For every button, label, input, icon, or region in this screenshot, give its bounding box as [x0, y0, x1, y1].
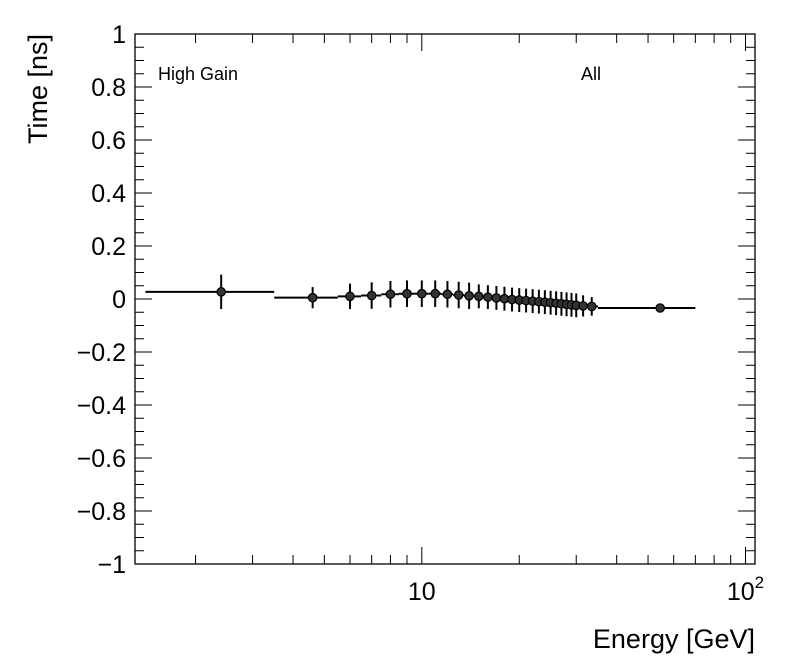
data-point [398, 280, 415, 307]
marker [483, 292, 493, 302]
data-point [586, 297, 598, 316]
data-point [337, 283, 362, 310]
data-point [463, 282, 475, 310]
y-tick-label: −0.8 [77, 498, 126, 526]
y-tick-label: −1 [97, 551, 126, 579]
data-point [453, 281, 464, 309]
axis-ticks [135, 33, 755, 565]
marker [464, 291, 474, 301]
x-tick-label: 10 [408, 578, 436, 606]
y-tick-label: 0 [112, 286, 126, 314]
y-tick-label: −0.4 [77, 392, 126, 420]
marker [402, 288, 412, 299]
data-point [597, 303, 696, 313]
x-tick-label-base: 10 [408, 578, 436, 606]
marker [216, 287, 226, 297]
data-point [507, 287, 517, 312]
x-tick-label-base: 10 [727, 578, 755, 606]
marker [453, 290, 464, 300]
data-point [499, 286, 510, 311]
marker [491, 293, 502, 303]
data-points [145, 274, 696, 318]
y-tick-label: −0.2 [77, 339, 126, 367]
data-point [145, 274, 275, 310]
marker [345, 291, 355, 302]
data-point [571, 293, 582, 318]
y-tick-label: 0.4 [91, 180, 126, 208]
data-point [361, 282, 382, 309]
x-tick-label: 102 [727, 573, 764, 606]
marker [417, 288, 427, 299]
y-tick-label: −0.6 [77, 445, 126, 473]
data-point [474, 284, 484, 309]
data-point [483, 285, 493, 310]
y-axis-label: Time [ns] [23, 34, 53, 144]
marker [385, 289, 396, 300]
plot-frame [134, 33, 756, 565]
marker [430, 288, 441, 299]
x-tick-label-exponent: 2 [755, 573, 764, 592]
marker [442, 289, 453, 300]
marker [586, 301, 597, 312]
x-axis-label: Energy [GeV] [593, 624, 755, 654]
y-tick-label: 0.8 [91, 74, 126, 102]
data-point [441, 280, 454, 308]
data-point [274, 287, 338, 309]
data-point [414, 280, 429, 307]
annotation-high-gain: High Gain [158, 64, 238, 84]
annotation-all: All [581, 64, 601, 84]
y-tick-label: 0.2 [91, 233, 126, 261]
marker [655, 303, 665, 313]
data-point [381, 280, 399, 308]
marker [366, 290, 377, 301]
marker [474, 291, 484, 302]
data-point [514, 288, 525, 312]
data-point [428, 280, 442, 307]
marker [307, 292, 318, 303]
data-point [491, 286, 502, 310]
tick-labels: 10.80.60.40.20−0.2−0.4−0.6−0.8−110 102 [77, 21, 764, 606]
y-tick-label: 1 [112, 21, 126, 49]
marker [578, 301, 588, 311]
y-tick-label: 0.6 [91, 127, 126, 155]
data-point [578, 295, 588, 317]
